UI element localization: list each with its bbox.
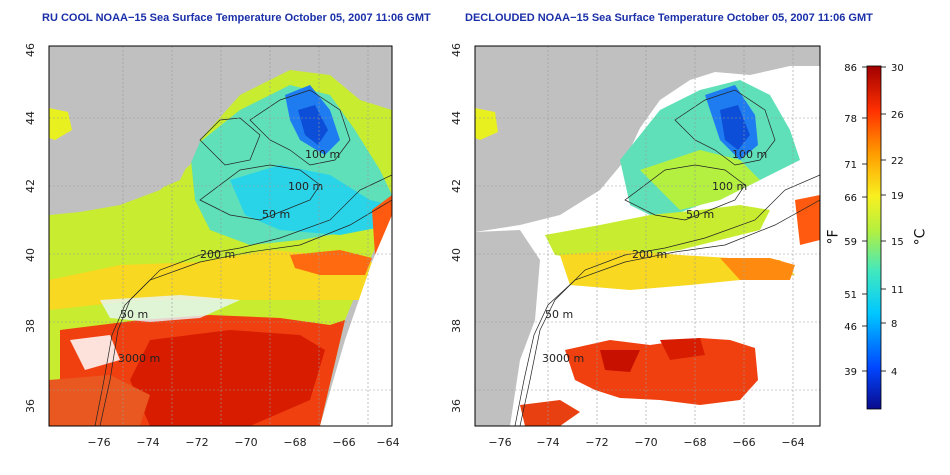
contour-label: 3000 m [118,352,160,365]
x-tick-label: −64 [781,436,804,449]
contour-label: 50 m [120,308,148,321]
y-tick-label: 40 [24,248,37,262]
y-tick-label: 44 [24,111,37,125]
right-panel-title: DECLOUDED NOAA−15 Sea Surface Temperatur… [465,12,873,24]
fahrenheit-tick: 59 [844,237,857,248]
x-tick-label: −72 [585,436,608,449]
contour-label: 50 m [262,208,290,221]
y-tick-label: 36 [450,399,463,413]
contour-label: 200 m [632,248,667,261]
fahrenheit-tick: 51 [844,290,857,301]
x-tick-label: −74 [536,436,559,449]
contour-label: 50 m [545,308,573,321]
y-tick-label: 38 [450,319,463,333]
celsius-tick: 19 [891,191,904,202]
y-tick-label: 40 [450,248,463,262]
celsius-tick: 11 [891,285,904,296]
fahrenheit-tick: 66 [844,193,857,204]
celsius-unit-label: °C [912,228,929,246]
fahrenheit-tick: 46 [844,322,857,333]
y-tick-label: 42 [24,179,37,193]
y-tick-label: 36 [24,399,37,413]
celsius-tick: 8 [891,319,897,330]
celsius-tick: 22 [891,156,904,167]
y-tick-label: 38 [24,319,37,333]
x-tick-label: −66 [332,436,355,449]
x-tick-label: −76 [488,436,511,449]
contour-label: 100 m [732,148,767,161]
left-panel-title: RU COOL NOAA−15 Sea Surface Temperature … [42,12,431,24]
fahrenheit-tick: 86 [844,63,857,74]
contour-label: 100 m [288,180,323,193]
celsius-tick: 4 [891,367,897,378]
x-tick-label: −64 [376,436,399,449]
contour-label: 3000 m [542,352,584,365]
x-tick-label: −70 [634,436,657,449]
y-tick-label: 44 [450,111,463,125]
fahrenheit-tick: 39 [844,367,857,378]
x-tick-label: −72 [185,436,208,449]
contour-label: 200 m [200,248,235,261]
x-tick-label: −66 [732,436,755,449]
celsius-tick: 15 [891,237,904,248]
contour-label: 100 m [305,148,340,161]
y-tick-label: 42 [450,179,463,193]
y-tick-label: 46 [450,43,463,57]
fahrenheit-tick: 71 [844,160,857,171]
x-tick-label: −68 [283,436,306,449]
contour-label: 50 m [686,208,714,221]
celsius-tick: 30 [891,63,904,74]
x-tick-label: −68 [683,436,706,449]
celsius-tick: 26 [891,110,904,121]
fahrenheit-unit-label: °F [825,229,842,245]
x-tick-label: −76 [87,436,110,449]
x-tick-label: −74 [136,436,159,449]
x-tick-label: −70 [234,436,257,449]
colorbar-gradient [866,65,882,410]
fahrenheit-tick: 78 [844,114,857,125]
contour-label: 100 m [712,180,747,193]
y-tick-label: 46 [24,43,37,57]
